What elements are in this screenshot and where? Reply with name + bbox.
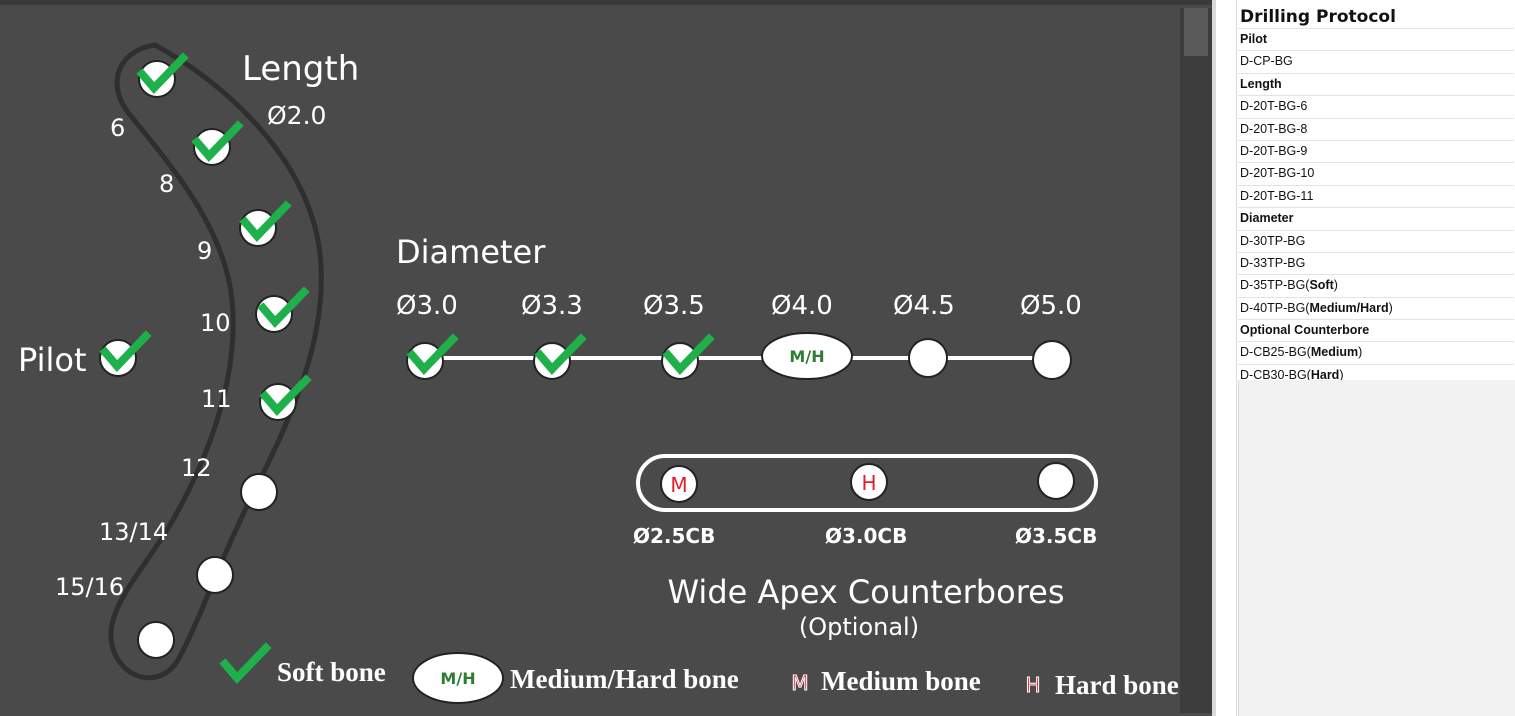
- row-code: D-CB30-BG(: [1240, 367, 1311, 382]
- length-label-9: 9: [197, 237, 212, 265]
- protocol-row[interactable]: D-30TP-BG: [1238, 231, 1514, 253]
- length-label-15-16: 15/16: [55, 573, 124, 601]
- length-label-10: 10: [200, 309, 231, 337]
- legend-hard-bone: Hard bone: [1055, 670, 1179, 700]
- length-subtitle: Ø2.0: [267, 101, 326, 130]
- pilot-label: Pilot: [18, 341, 87, 379]
- length-label-13-14: 13/14: [99, 518, 168, 546]
- row-code: D-40TP-BG(: [1240, 300, 1310, 315]
- protocol-row[interactable]: D-CB25-BG(Medium): [1238, 342, 1514, 365]
- length-node-12[interactable]: [240, 473, 278, 511]
- row-paren: ): [1358, 345, 1363, 360]
- diameter-node-4-5[interactable]: [908, 338, 948, 378]
- counterbore-node-3-0[interactable]: [850, 463, 888, 501]
- protocol-title: Drilling Protocol: [1238, 6, 1514, 29]
- counterbore-label-3-0: Ø3.0CB: [825, 524, 907, 548]
- legend-soft-bone: Soft bone: [277, 657, 386, 687]
- row-bone-type: Hard: [1310, 367, 1340, 382]
- counterbore-node-2-5[interactable]: [660, 465, 698, 503]
- legend-medium-mark: M: [791, 671, 808, 695]
- legend-medium-bone: Medium bone: [821, 666, 981, 696]
- diameter-label-5-0: Ø5.0: [1020, 291, 1082, 321]
- length-node-9[interactable]: [239, 209, 277, 247]
- counterbore-track: [636, 454, 1098, 512]
- diameter-label-3-0: Ø3.0: [396, 291, 458, 321]
- protocol-row[interactable]: D-20T-BG-10: [1238, 163, 1514, 186]
- row-bone-type: Medium/Hard: [1309, 300, 1389, 315]
- protocol-row[interactable]: D-35TP-BG(Soft): [1238, 275, 1514, 298]
- length-label-8: 8: [159, 170, 174, 198]
- counterbore-label-3-5: Ø3.5CB: [1015, 524, 1097, 548]
- diameter-node-3-0[interactable]: [406, 342, 444, 380]
- protocol-row[interactable]: D-40TP-BG(Medium/Hard): [1238, 298, 1514, 321]
- drilling-diagram: Length Ø2.0 6 8 9 10 11 12 13/14 15/16 P…: [18, 42, 1179, 704]
- diameter-title: Diameter: [396, 233, 546, 271]
- counterbore-title: Wide Apex Counterbores: [667, 573, 1064, 611]
- check-icon: [225, 648, 266, 678]
- diameter-label-3-5: Ø3.5: [643, 291, 705, 321]
- length-node-15-16[interactable]: [137, 621, 175, 659]
- protocol-row[interactable]: D-20T-BG-9: [1238, 141, 1514, 164]
- protocol-pilot-header: Pilot: [1238, 29, 1514, 52]
- diameter-node-4-0[interactable]: [761, 332, 853, 380]
- counterbore-mark-m: M: [670, 473, 687, 497]
- row-paren: ): [1339, 367, 1344, 382]
- row-bone-type: Soft: [1309, 278, 1334, 293]
- counterbore-mark-h: H: [861, 471, 876, 495]
- legend-mh-badge: [412, 652, 504, 704]
- length-label-6: 6: [110, 114, 125, 142]
- counterbore-label-2-5: Ø2.5CB: [633, 524, 715, 548]
- protocol-length-header: Length: [1238, 74, 1514, 97]
- diameter-node-5-0[interactable]: [1032, 340, 1072, 380]
- scrollbar-thumb[interactable]: [1184, 8, 1208, 56]
- protocol-row[interactable]: D-33TP-BG: [1238, 253, 1514, 276]
- diameter-label-4-0: Ø4.0: [771, 291, 833, 321]
- legend-mh-bone: Medium/Hard bone: [510, 664, 739, 694]
- protocol-row[interactable]: D-20T-BG-11: [1238, 186, 1514, 209]
- row-paren: ): [1333, 278, 1338, 293]
- diameter-label-3-3: Ø3.3: [521, 291, 583, 321]
- table-divider: [1236, 0, 1237, 716]
- diameter-node-3-5[interactable]: [661, 342, 699, 380]
- drilling-protocol-table: Drilling Protocol Pilot D-CP-BG Length D…: [1238, 6, 1514, 388]
- row-code: D-35TP-BG(: [1240, 278, 1310, 293]
- length-node-13-14[interactable]: [196, 556, 234, 594]
- length-node-11[interactable]: [259, 383, 297, 421]
- protocol-row[interactable]: D-20T-BG-8: [1238, 119, 1514, 141]
- length-title: Length: [242, 49, 359, 89]
- legend-mh-badge-text: M/H: [440, 669, 475, 688]
- diameter-label-4-5: Ø4.5: [893, 291, 955, 321]
- length-track: [108, 42, 324, 681]
- panel-edge: [1212, 0, 1216, 716]
- mh-badge-text: M/H: [789, 347, 824, 366]
- protocol-row[interactable]: D-20T-BG-6: [1238, 96, 1514, 119]
- pilot-node[interactable]: [99, 339, 137, 377]
- protocol-diameter-header: Diameter: [1238, 208, 1514, 231]
- row-bone-type: Medium: [1310, 345, 1359, 360]
- vertical-scrollbar[interactable]: [1180, 8, 1212, 713]
- protocol-row[interactable]: D-CP-BG: [1238, 51, 1514, 74]
- legend-hard-mark: H: [1025, 673, 1040, 697]
- row-paren: ): [1388, 300, 1393, 315]
- sheet-empty-area: [1238, 380, 1515, 716]
- counterbore-node-3-5[interactable]: [1037, 462, 1075, 500]
- length-label-11: 11: [201, 385, 232, 413]
- counterbore-subtitle: (Optional): [799, 613, 919, 641]
- row-code: D-CB25-BG(: [1240, 345, 1311, 360]
- diameter-node-3-3[interactable]: [533, 342, 571, 380]
- length-label-12: 12: [181, 454, 212, 482]
- protocol-counterbore-header: Optional Counterbore: [1238, 320, 1514, 343]
